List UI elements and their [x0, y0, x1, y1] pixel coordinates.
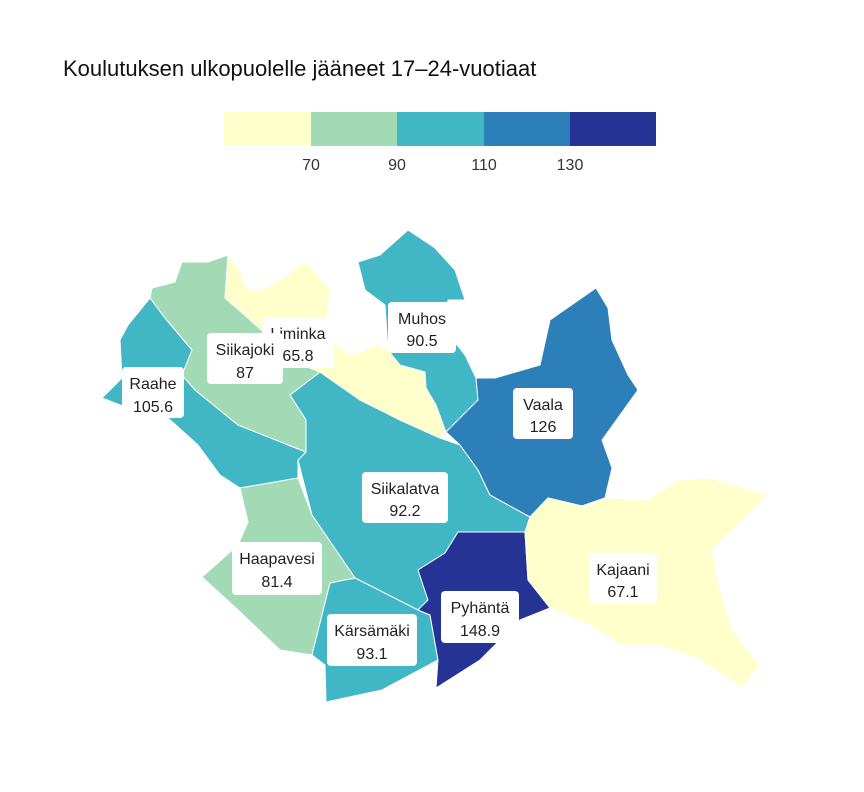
label-box — [513, 388, 573, 439]
label-vaala: Vaala 126 — [513, 388, 573, 439]
label-haapavesi: Haapavesi 81.4 — [232, 542, 322, 595]
region-value: 148.9 — [460, 623, 500, 640]
legend-tick: 70 — [302, 157, 320, 174]
region-name: Pyhäntä — [451, 600, 510, 617]
region-name: Muhos — [398, 311, 446, 328]
region-labels: Liminka 65.8 Muhos 90.5 Siikajoki 87 Raa… — [122, 302, 657, 666]
label-box — [207, 333, 283, 384]
region-value: 65.8 — [282, 348, 313, 365]
label-box — [441, 591, 519, 643]
legend-tick: 110 — [471, 157, 497, 174]
region-value: 105.6 — [133, 399, 173, 416]
label-raahe: Raahe 105.6 — [122, 367, 184, 418]
region-name: Kärsämäki — [334, 623, 410, 640]
region-name: Vaala — [523, 397, 563, 414]
region-value: 67.1 — [607, 584, 638, 601]
label-siikalatva: Siikalatva 92.2 — [362, 472, 448, 523]
region-value: 93.1 — [356, 646, 387, 663]
map-title: Koulutuksen ulkopuolelle jääneet 17–24-v… — [63, 56, 537, 81]
region-value: 126 — [530, 419, 557, 436]
regions — [101, 229, 769, 703]
legend-swatch-5 — [570, 112, 656, 146]
label-box — [327, 614, 417, 666]
region-value: 92.2 — [389, 503, 420, 520]
legend-swatch-3 — [397, 112, 484, 146]
label-siikajoki: Siikajoki 87 — [207, 333, 283, 384]
region-value: 81.4 — [261, 574, 292, 591]
region-name: Siikajoki — [216, 342, 275, 359]
label-box — [362, 472, 448, 523]
region-name: Kajaani — [596, 562, 649, 579]
label-box — [232, 542, 322, 595]
region-value: 90.5 — [406, 333, 437, 350]
label-pyhanta: Pyhäntä 148.9 — [441, 591, 519, 643]
legend-tick: 90 — [388, 157, 406, 174]
region-name: Liminka — [270, 326, 325, 343]
label-muhos: Muhos 90.5 — [388, 302, 456, 353]
legend-swatch-1 — [224, 112, 311, 146]
label-karsamaki: Kärsämäki 93.1 — [327, 614, 417, 666]
region-name: Siikalatva — [371, 481, 440, 498]
legend-swatch-2 — [311, 112, 397, 146]
label-kajaani: Kajaani 67.1 — [589, 553, 657, 604]
color-legend: 70 90 110 130 — [224, 112, 656, 174]
region-value: 87 — [236, 365, 254, 382]
region-name: Haapavesi — [239, 551, 315, 568]
legend-swatch-4 — [484, 112, 570, 146]
legend-tick: 130 — [557, 157, 584, 174]
region-name: Raahe — [129, 376, 176, 393]
label-box — [388, 302, 456, 353]
label-box — [122, 367, 184, 418]
label-box — [589, 553, 657, 604]
